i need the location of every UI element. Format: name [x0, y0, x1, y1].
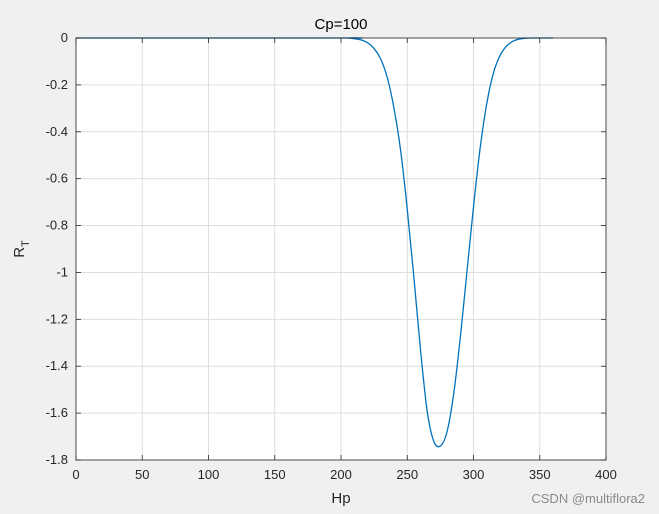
- x-tick-label: 250: [396, 467, 418, 482]
- y-axis-label-main: R: [11, 247, 28, 258]
- y-tick-label: -1: [56, 264, 68, 279]
- y-tick-label: -1.8: [46, 452, 68, 467]
- y-axis-label-group: RT: [11, 240, 32, 258]
- y-axis-label: RT: [11, 240, 32, 258]
- y-tick-label: -0.2: [46, 77, 68, 92]
- x-tick-label: 0: [72, 467, 79, 482]
- y-tick-label: -1.2: [46, 311, 68, 326]
- watermark: CSDN @multiflora2: [531, 491, 645, 506]
- y-tick-label: 0: [61, 30, 68, 45]
- y-tick-label: -0.8: [46, 218, 68, 233]
- x-tick-label: 50: [135, 467, 149, 482]
- chart-title: Cp=100: [315, 16, 368, 33]
- y-axis-label-sub: T: [20, 240, 32, 247]
- x-tick-label: 400: [595, 467, 617, 482]
- y-tick-label: -0.6: [46, 171, 68, 186]
- series-line: [75, 37, 553, 448]
- y-tick-label: -1.6: [46, 405, 68, 420]
- x-tick-label: 200: [330, 467, 352, 482]
- y-tick-label: -1.4: [46, 358, 68, 373]
- y-axis-ticks: 0 -0.2 -0.4 -0.6 -0.8 -1 -1.2 -1.4 -1.6 -1.8: [46, 30, 606, 467]
- x-axis-ticks: 0 50 100 150 200 250 300 350 400: [72, 38, 617, 482]
- x-tick-label: 350: [529, 467, 551, 482]
- x-axis-label: Hp: [331, 490, 350, 507]
- x-tick-label: 300: [463, 467, 485, 482]
- y-tick-label: -0.4: [46, 124, 68, 139]
- x-tick-label: 100: [198, 467, 220, 482]
- x-tick-label: 150: [264, 467, 286, 482]
